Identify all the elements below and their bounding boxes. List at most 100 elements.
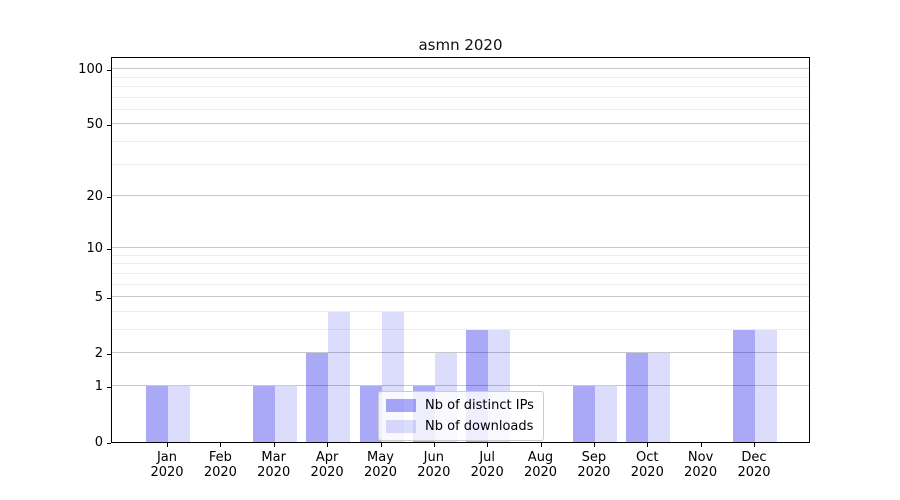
x-tick-year: 2020 (470, 465, 504, 480)
x-tick-month: Jan (156, 450, 178, 465)
bar (168, 386, 190, 442)
x-tick-year: 2020 (630, 465, 664, 480)
x-tick-mark (327, 443, 329, 447)
x-tick-mark (593, 443, 595, 447)
bar (146, 386, 168, 442)
major-grid-line (112, 247, 809, 249)
x-tick-mark (433, 443, 435, 447)
legend-item: Nb of downloads (386, 419, 534, 434)
x-tick-year: 2020 (257, 465, 291, 480)
x-tick-month: Sep (581, 450, 607, 465)
x-tick-label: Jun 2020 (410, 450, 458, 480)
y-tick-label: 50 (86, 117, 103, 133)
x-tick-label: Sep 2020 (570, 450, 618, 480)
x-tick-label: Dec 2020 (730, 450, 778, 480)
chart-title: asmn 2020 (418, 36, 503, 54)
y-tick-mark (107, 197, 111, 198)
x-tick-label: Jul 2020 (463, 450, 511, 480)
major-grid-line (112, 352, 809, 354)
minor-grid-line (112, 329, 809, 330)
x-tick-year: 2020 (523, 465, 558, 480)
y-tick-mark (107, 70, 111, 71)
legend-item: Nb of distinct IPs (386, 398, 534, 413)
x-tick-month: Jul (479, 450, 496, 465)
x-tick-month: Mar (261, 450, 286, 465)
x-tick-month: Aug (527, 450, 554, 465)
x-tick-month: Feb (208, 450, 232, 465)
x-tick-label: Apr 2020 (303, 450, 351, 480)
x-tick-mark (700, 443, 702, 447)
major-grid-line (112, 385, 809, 386)
legend-label: Nb of downloads (425, 419, 534, 434)
x-tick-month: May (367, 450, 394, 465)
x-tick-label: May 2020 (357, 450, 405, 480)
x-tick-label: Feb 2020 (196, 450, 244, 480)
bar (572, 386, 595, 442)
x-tick-month: Nov (687, 450, 714, 465)
bar (359, 386, 382, 442)
x-tick-label: Mar 2020 (250, 450, 298, 480)
x-tick-mark (647, 443, 649, 447)
minor-grid-line (112, 283, 809, 285)
y-tick-mark (107, 249, 111, 251)
y-tick-mark (107, 387, 111, 388)
x-tick-year: 2020 (417, 465, 451, 480)
x-tick-year: 2020 (363, 465, 398, 480)
legend-label: Nb of distinct IPs (425, 398, 534, 413)
minor-grid-line (112, 254, 809, 256)
minor-grid-line (112, 140, 809, 142)
x-tick-year: 2020 (203, 465, 237, 480)
minor-grid-line (112, 273, 809, 274)
legend-swatch-downloads (386, 420, 416, 433)
bar (252, 386, 275, 442)
x-tick-mark (754, 443, 755, 447)
x-tick-label: Jan 2020 (143, 450, 191, 480)
x-tick-year: 2020 (310, 465, 344, 480)
x-tick-mark (380, 443, 382, 447)
legend: Nb of distinct IPs Nb of downloads (378, 391, 544, 441)
y-tick-label: 0 (94, 435, 103, 450)
x-tick-label: Aug 2020 (517, 450, 565, 480)
bar (626, 353, 649, 442)
major-grid-line (112, 123, 809, 125)
y-tick-label: 100 (78, 62, 103, 77)
minor-grid-line (112, 310, 809, 312)
x-tick-year: 2020 (577, 465, 611, 480)
bar (328, 311, 351, 442)
x-tick-year: 2020 (150, 465, 184, 480)
major-grid-line (112, 68, 809, 69)
bar (274, 386, 297, 442)
bar (306, 353, 329, 442)
y-tick-label: 2 (94, 346, 103, 362)
minor-grid-line (112, 76, 809, 78)
y-tick-mark (107, 125, 111, 127)
x-tick-label: Nov 2020 (677, 450, 725, 480)
minor-grid-line (112, 96, 809, 98)
bar (648, 353, 671, 442)
plot-area: Nb of distinct IPs Nb of downloads (111, 57, 810, 443)
major-grid-line (112, 195, 809, 196)
minor-grid-line (112, 108, 809, 110)
y-tick-mark (107, 354, 111, 356)
x-tick-mark (167, 443, 168, 447)
x-tick-month: Oct (636, 450, 659, 465)
bar (733, 330, 755, 442)
x-tick-mark (273, 443, 275, 447)
x-tick-year: 2020 (737, 465, 771, 480)
y-tick-mark (107, 443, 111, 444)
y-tick-label: 10 (86, 241, 103, 257)
bar (755, 330, 777, 442)
bar (594, 386, 617, 442)
x-tick-label: Oct 2020 (623, 450, 671, 480)
y-tick-mark (107, 298, 111, 300)
legend-swatch-distinct-ips (386, 399, 416, 412)
x-tick-mark (487, 443, 489, 447)
minor-grid-line (112, 163, 809, 165)
x-tick-month: Apr (315, 450, 339, 465)
y-tick-label: 5 (94, 290, 103, 306)
minor-grid-line (112, 263, 809, 265)
x-tick-month: Jun (423, 450, 444, 465)
x-tick-mark (540, 443, 542, 447)
y-tick-label: 1 (94, 379, 103, 394)
